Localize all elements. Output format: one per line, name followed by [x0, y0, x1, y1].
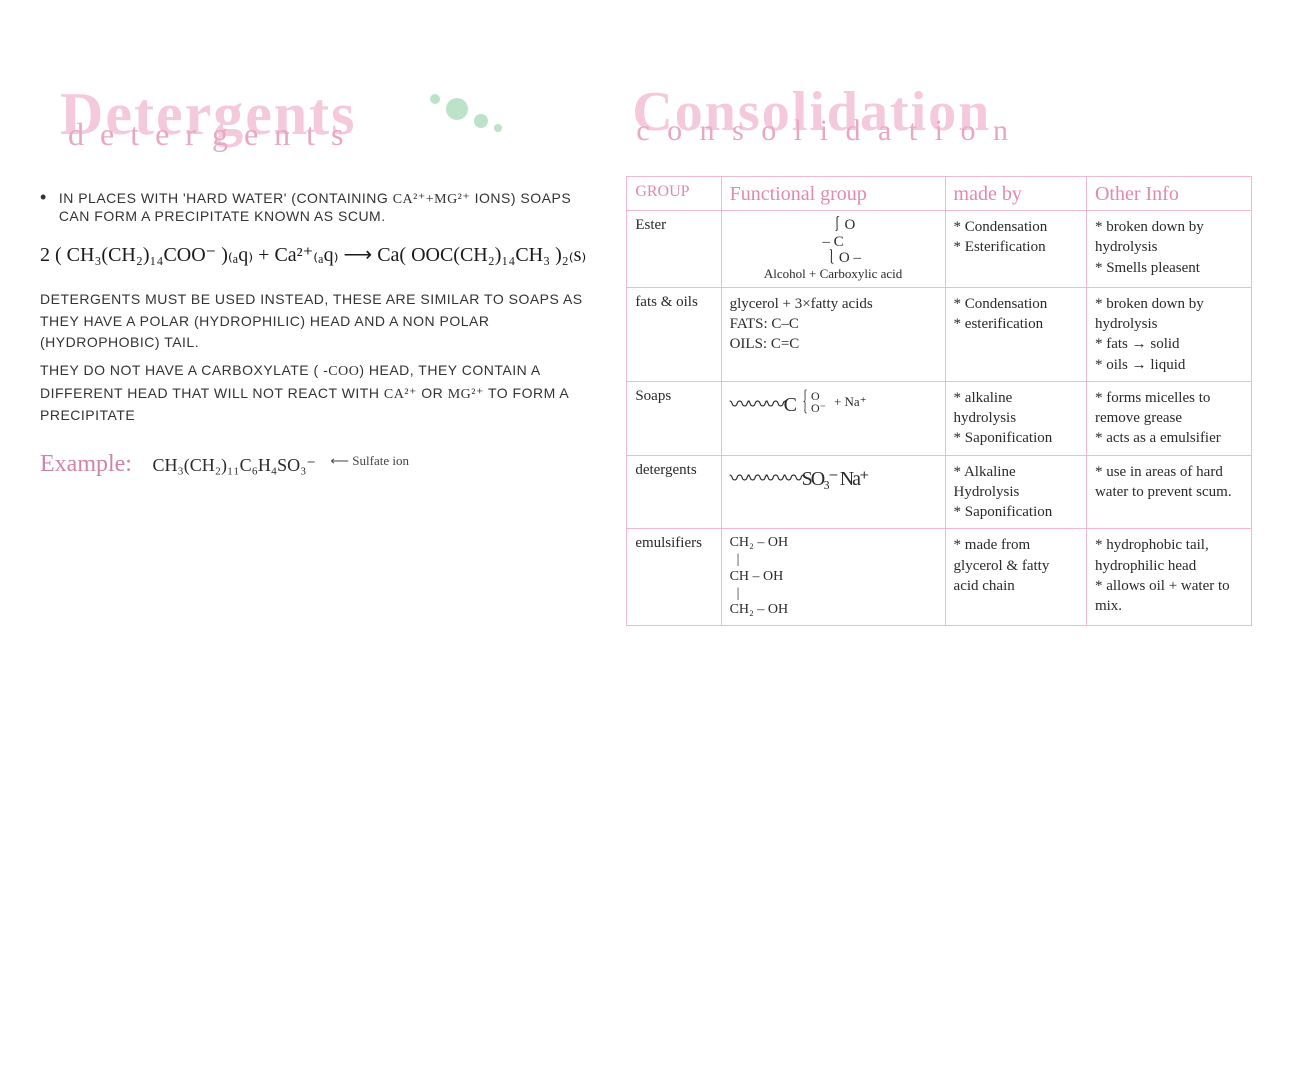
- cell-other-info: * use in areas of hard water to prevent …: [1086, 455, 1251, 529]
- col-other-info: Other Info: [1086, 177, 1251, 211]
- col-made-by: made by: [945, 177, 1086, 211]
- col-group: GROUP: [627, 177, 721, 211]
- consolidation-section: Consolidation c o n s o l i d a t i o n …: [626, 60, 1252, 626]
- cell-group: detergents: [627, 455, 721, 529]
- cell-functional-group: CH₂ – OH | CH – OH | CH₂ – OH: [721, 529, 945, 626]
- bullet-dot-icon: •: [40, 190, 47, 224]
- example-formula: CH₃(CH₂)₁₁C₆H₄SO₃⁻: [152, 455, 315, 475]
- para-1: DETERGENTS MUST BE USED INSTEAD, THESE A…: [40, 289, 586, 354]
- cell-other-info: * forms micelles to remove grease * acts…: [1086, 381, 1251, 455]
- cell-made-by: * alkaline hydrolysis * Saponification: [945, 381, 1086, 455]
- table-row: detergents 〰〰〰〰SO₃⁻ Na⁺ * Alkaline Hydro…: [627, 455, 1252, 529]
- cell-group: emulsifiers: [627, 529, 721, 626]
- example-line: Example: CH₃(CH₂)₁₁C₆H₄SO₃⁻ ⟵ Sulfate io…: [40, 451, 586, 478]
- para-2: THEY DO NOT HAVE A CARBOXYLATE ( -COO) H…: [40, 360, 586, 427]
- table-header-row: GROUP Functional group made by Other Inf…: [627, 177, 1252, 211]
- table-row: Soaps 〰〰〰C ⎰O ⎱O⁻ + Na⁺ * alkaline hydr: [627, 381, 1252, 455]
- scum-equation: 2 ( CH₃(CH₂)₁₄COO⁻ )₍ₐq₎ + Ca²⁺₍ₐq₎ ⟶ Ca…: [40, 242, 586, 267]
- consolidation-table: GROUP Functional group made by Other Inf…: [626, 176, 1252, 626]
- cell-functional-group: glycerol + 3×fatty acids FATS: C–C OILS:…: [721, 287, 945, 381]
- example-label: Example:: [40, 451, 132, 477]
- cell-other-info: * hydrophobic tail, hydrophilic head * a…: [1086, 529, 1251, 626]
- table-row: Ester ⎰O – C ⎱O – Alcohol + Carboxylic a…: [627, 211, 1252, 288]
- table-row: emulsifiers CH₂ – OH | CH – OH | CH₂ – O…: [627, 529, 1252, 626]
- cell-group: Soaps: [627, 381, 721, 455]
- cell-functional-group: ⎰O – C ⎱O – Alcohol + Carboxylic acid: [721, 211, 945, 288]
- cell-made-by: * Alkaline Hydrolysis * Saponification: [945, 455, 1086, 529]
- right-title: Consolidation c o n s o l i d a t i o n: [626, 80, 1252, 170]
- cell-functional-group: 〰〰〰〰SO₃⁻ Na⁺: [721, 455, 945, 529]
- title-cursive: d e t e r g e n t s: [68, 116, 348, 153]
- cell-made-by: * Condensation * esterification: [945, 287, 1086, 381]
- cell-group: Ester: [627, 211, 721, 288]
- table-row: fats & oils glycerol + 3×fatty acids FAT…: [627, 287, 1252, 381]
- col-functional-group: Functional group: [721, 177, 945, 211]
- cell-functional-group: 〰〰〰C ⎰O ⎱O⁻ + Na⁺: [721, 381, 945, 455]
- cell-group: fats & oils: [627, 287, 721, 381]
- bullet-ions: Ca²⁺+Mg²⁺: [393, 192, 471, 207]
- bubbles-icon: [430, 98, 502, 132]
- detergents-section: Detergents d e t e r g e n t s • IN PLAC…: [40, 60, 586, 626]
- hard-water-bullet: • IN PLACES WITH 'HARD WATER' (CONTAININ…: [40, 190, 586, 224]
- left-title: Detergents d e t e r g e n t s: [40, 80, 586, 170]
- cell-other-info: * broken down by hydrolysis * fats → sol…: [1086, 287, 1251, 381]
- title-cursive-r: c o n s o l i d a t i o n: [636, 114, 1013, 148]
- bullet-text-pre: IN PLACES WITH 'HARD WATER' (CONTAINING: [59, 190, 393, 206]
- sulfate-note: ⟵ Sulfate ion: [330, 453, 409, 468]
- cell-made-by: * made from glycerol & fatty acid chain: [945, 529, 1086, 626]
- cell-made-by: * Condensation * Esterification: [945, 211, 1086, 288]
- cell-other-info: * broken down by hydrolysis * Smells ple…: [1086, 211, 1251, 288]
